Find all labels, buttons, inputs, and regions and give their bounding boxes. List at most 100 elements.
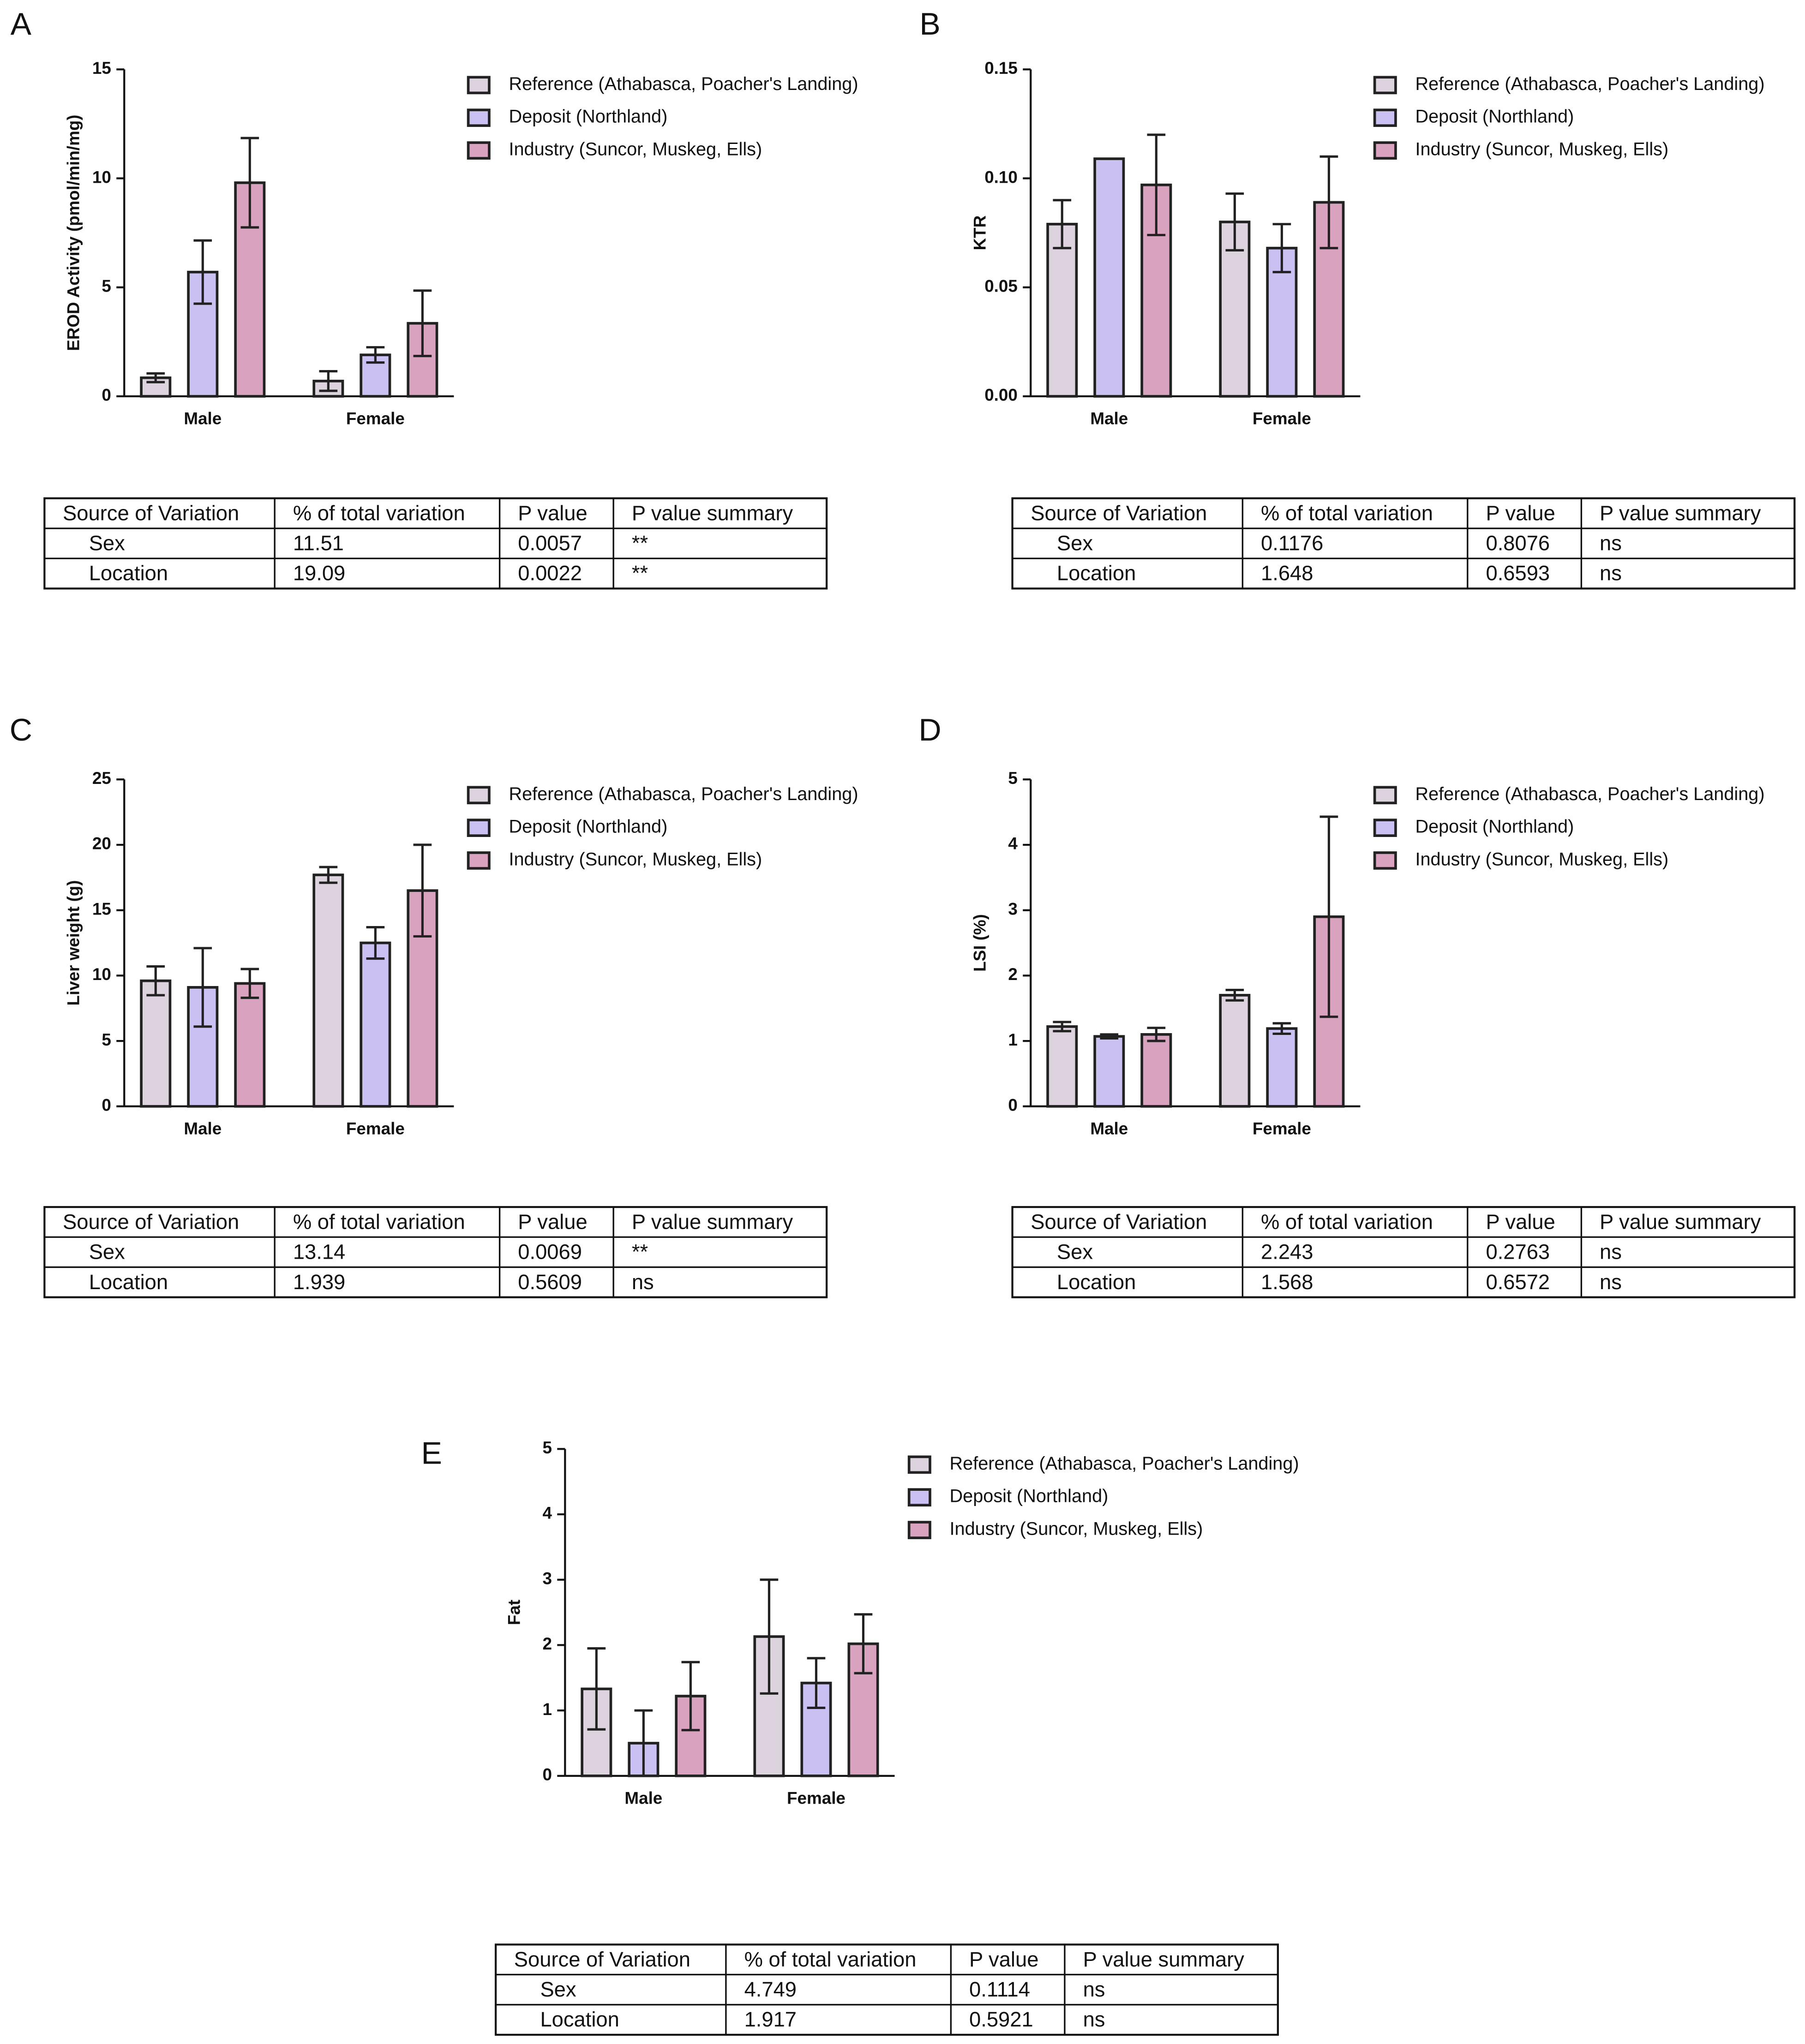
table-cell: 11.51 [293, 532, 344, 555]
table-cell: 0.2763 [1486, 1240, 1550, 1264]
bar [234, 982, 266, 1108]
table-cell: 0.0069 [518, 1240, 582, 1264]
error-bar [366, 346, 385, 364]
x-tick-label: Male [1090, 409, 1128, 428]
y-tick-label: 15 [92, 59, 111, 78]
table-cell: Location [1057, 562, 1136, 585]
table-cell: 1.648 [1261, 562, 1313, 585]
y-tick-label: 10 [92, 965, 111, 984]
legend-swatch [467, 76, 491, 95]
y-tick-label: 0.15 [984, 59, 1018, 78]
error-bar [1272, 223, 1291, 274]
table-cell: ns [1600, 562, 1622, 585]
x-tick-label: Female [787, 1789, 846, 1808]
table-cell: 19.09 [293, 562, 345, 585]
y-tick-label: 5 [542, 1438, 552, 1457]
error-bar [1225, 989, 1244, 1002]
table-cell: Location [89, 562, 168, 585]
y-axis-label: Fat [504, 1600, 523, 1625]
table-header: % of total variation [1261, 501, 1433, 525]
table-header: Source of Variation [1031, 1210, 1207, 1233]
y-axis-label: LSI (%) [970, 914, 989, 972]
x-tick-label: Male [184, 409, 222, 428]
table-header: % of total variation [293, 501, 465, 525]
error-bar [193, 239, 212, 305]
error-bar [319, 866, 338, 884]
table-header: P value summary [1600, 501, 1761, 525]
legend-label: Industry (Suncor, Muskeg, Ells) [1415, 849, 1668, 869]
table-cell: 2.243 [1261, 1240, 1313, 1264]
table-header: % of total variation [744, 1948, 917, 1971]
y-tick-label: 5 [102, 276, 111, 295]
y-tick-label: 2 [542, 1634, 552, 1653]
error-bar [413, 289, 432, 358]
error-bar [1147, 1027, 1166, 1042]
bar [140, 979, 172, 1108]
y-tick-label: 3 [542, 1569, 552, 1588]
table-header: Source of Variation [514, 1948, 690, 1971]
legend-label: Deposit (Northland) [509, 817, 667, 837]
legend-label: Deposit (Northland) [950, 1486, 1109, 1506]
error-bar [760, 1578, 779, 1695]
panel-label: B [919, 6, 940, 42]
table-cell: ** [632, 1240, 648, 1264]
y-tick-label: 3 [1008, 899, 1017, 918]
y-tick-label: 2 [1008, 965, 1017, 984]
table-header: P value [518, 501, 587, 525]
table-cell: Location [1057, 1270, 1136, 1294]
legend-swatch [907, 1521, 931, 1539]
table-header: % of total variation [293, 1210, 465, 1233]
bar [1266, 1027, 1298, 1108]
bar [1093, 157, 1125, 398]
table-cell: ** [632, 562, 648, 585]
table-cell: Sex [89, 532, 125, 555]
bar [312, 873, 344, 1108]
table-border [1011, 1206, 1796, 1298]
table-cell: 1.917 [744, 2008, 797, 2031]
table-cell: Sex [89, 1240, 125, 1264]
legend-swatch [1373, 141, 1397, 160]
table-cell: 0.6593 [1486, 562, 1550, 585]
x-tick-label: Male [1090, 1119, 1128, 1138]
legend-swatch [467, 108, 491, 127]
y-axis-label: EROD Activity (pmol/min/mg) [64, 115, 83, 351]
y-tick-label: 0 [1008, 1096, 1017, 1115]
legend-swatch [1373, 819, 1397, 837]
table-header: P value summary [1600, 1210, 1761, 1233]
x-tick-label: Male [184, 1119, 222, 1138]
x-tick-label: Female [1253, 409, 1311, 428]
panel-label: C [10, 712, 32, 747]
table-cell: 0.5921 [969, 2008, 1033, 2031]
y-tick-label: 25 [92, 769, 111, 788]
error-bar [1225, 192, 1244, 251]
table-header: Source of Variation [63, 1210, 239, 1233]
y-axis-label: Liver weight (g) [64, 880, 83, 1005]
legend-label: Reference (Athabasca, Poacher's Landing) [1415, 74, 1764, 94]
panel-label: D [918, 712, 941, 747]
bar [407, 322, 438, 398]
table-cell: 0.0022 [518, 562, 582, 585]
bar [1046, 1025, 1078, 1108]
y-tick-label: 10 [92, 167, 111, 186]
legend-label: Reference (Athabasca, Poacher's Landing) [1415, 784, 1764, 804]
legend-label: Deposit (Northland) [509, 107, 667, 127]
table-cell: 0.1176 [1261, 532, 1323, 555]
error-bar [681, 1661, 700, 1732]
error-bar [1319, 815, 1338, 1018]
table-cell: 0.6572 [1486, 1270, 1550, 1294]
legend-label: Deposit (Northland) [1415, 107, 1574, 127]
y-tick-label: 0.00 [984, 386, 1018, 405]
bar [1046, 222, 1078, 398]
error-bar [319, 370, 338, 392]
table-header: P value summary [632, 1210, 793, 1233]
error-bar [807, 1657, 826, 1709]
error-bar [240, 137, 259, 229]
table-cell: 1.568 [1261, 1270, 1313, 1294]
y-tick-label: 5 [1008, 769, 1017, 788]
error-bar [1147, 133, 1166, 236]
table-border [43, 1206, 828, 1298]
table-cell: Location [540, 2008, 619, 2031]
table-cell: Sex [540, 1978, 576, 2001]
